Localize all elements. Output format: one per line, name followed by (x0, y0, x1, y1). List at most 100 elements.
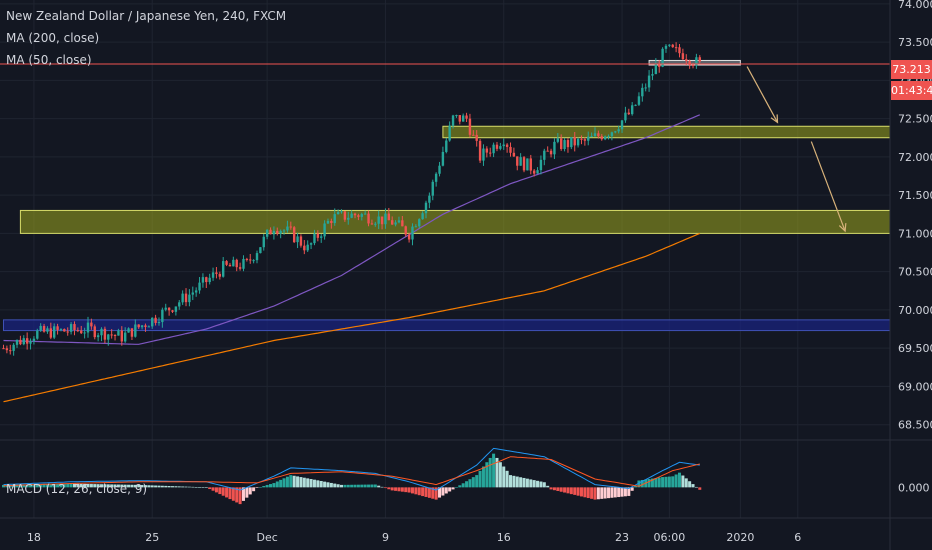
candle-body (482, 148, 485, 161)
macd-histogram-bar (448, 487, 452, 492)
ma200-legend[interactable]: MA (200, close) (6, 31, 100, 45)
candle-body (269, 229, 272, 235)
macd-histogram-bar (417, 487, 421, 496)
macd-histogram-bar (289, 475, 293, 488)
macd-histogram-bar (340, 484, 343, 488)
candle-body (323, 223, 326, 237)
candle-body (637, 96, 641, 105)
macd-histogram-bar (390, 487, 394, 491)
candle-body (603, 136, 607, 140)
macd-histogram-bar (120, 484, 124, 488)
macd-histogram-bar (15, 484, 19, 488)
macd-histogram-bar (640, 480, 644, 488)
candle-body (167, 307, 171, 311)
macd-histogram-bar (154, 485, 158, 488)
macd-histogram-bar (285, 476, 289, 488)
macd-histogram-bar (694, 486, 698, 488)
candle-body (130, 328, 134, 337)
candle-body (117, 330, 120, 336)
macd-histogram-bar (72, 483, 76, 488)
candle-body (140, 325, 144, 328)
macd-histogram-bar (360, 484, 364, 488)
candle-body (641, 87, 644, 97)
macd-histogram-bar (103, 484, 107, 488)
macd-histogram-bar (269, 484, 273, 488)
candle-body (614, 131, 617, 133)
candle-body (411, 226, 414, 240)
macd-histogram-bar (698, 487, 702, 490)
candle-body (549, 150, 553, 155)
candle-body (357, 215, 360, 217)
candle-body (536, 170, 539, 174)
candle-body (53, 326, 56, 338)
macd-histogram-bar (137, 484, 141, 488)
macd-zero-label: 0.000 (898, 481, 930, 494)
macd-histogram-bar (143, 485, 147, 488)
ma200-line (3, 232, 701, 403)
macd-histogram-bar (96, 484, 100, 488)
ma200-path (3, 232, 701, 403)
macd-histogram-bar (35, 484, 39, 488)
candle-body (526, 158, 529, 171)
candle-body (610, 132, 614, 137)
macd-histogram-bar (299, 477, 303, 488)
candle-body (387, 213, 391, 221)
macd-histogram-bar (127, 484, 131, 488)
candle-body (343, 211, 347, 220)
candle-body (113, 335, 117, 337)
macd-histogram-bar (397, 487, 401, 492)
candle-body (9, 350, 12, 352)
candle-body (391, 220, 394, 225)
macd-histogram-bar (678, 472, 681, 488)
price-tick-label: 69.000 (898, 380, 932, 393)
candle-body (39, 325, 42, 331)
macd-histogram-bar (184, 486, 188, 488)
candle-body (502, 144, 505, 147)
macd-histogram-bar (475, 475, 479, 488)
candle-body (147, 326, 151, 328)
candle-body (296, 236, 299, 243)
macd-histogram-bar (546, 485, 550, 488)
macd-histogram-bar (370, 484, 374, 488)
macd-histogram-bar (309, 479, 313, 488)
macd-histogram-bar (556, 487, 560, 491)
candle-body (360, 214, 363, 217)
macd-histogram-bar (434, 487, 438, 500)
macd-histogram-bar (586, 487, 590, 499)
candle-body (137, 324, 140, 328)
macd-legend[interactable]: MACD (12, 26, close, 9) (6, 482, 148, 496)
macd-histogram-bar (630, 487, 634, 491)
macd-histogram-bar (157, 485, 161, 488)
candle-body (245, 258, 249, 260)
candle-body (587, 136, 590, 141)
candle-body (434, 173, 438, 182)
candle-body (455, 115, 458, 117)
candle-body (188, 294, 191, 303)
ma50-legend[interactable]: MA (50, close) (6, 53, 92, 67)
macd-histogram-bar (539, 481, 543, 488)
macd-histogram-bar (607, 487, 611, 499)
candle-body (698, 57, 701, 62)
symbol-title[interactable]: New Zealand Dollar / Japanese Yen, 240, … (6, 9, 287, 23)
candle-body (485, 148, 489, 153)
candle-body (489, 152, 492, 154)
macd-histogram-bar (451, 487, 455, 490)
macd-histogram-bar (29, 484, 33, 488)
candle-body (691, 65, 695, 67)
candle-body (668, 44, 671, 46)
price-zones (3, 59, 891, 332)
macd-pane (0, 439, 932, 505)
macd-histogram-bar (89, 484, 93, 488)
candle-body (519, 157, 522, 166)
candle-body (333, 214, 336, 224)
candle-body (80, 330, 83, 334)
macd-histogram-bar (113, 484, 117, 488)
candle-body (424, 202, 428, 214)
candle-body (259, 247, 262, 254)
candle-body (164, 307, 167, 310)
candle-body (560, 138, 563, 150)
macd-histogram-bar (502, 466, 506, 488)
macd-histogram-bar (39, 484, 43, 488)
price-tick-label: 72.000 (898, 151, 932, 164)
